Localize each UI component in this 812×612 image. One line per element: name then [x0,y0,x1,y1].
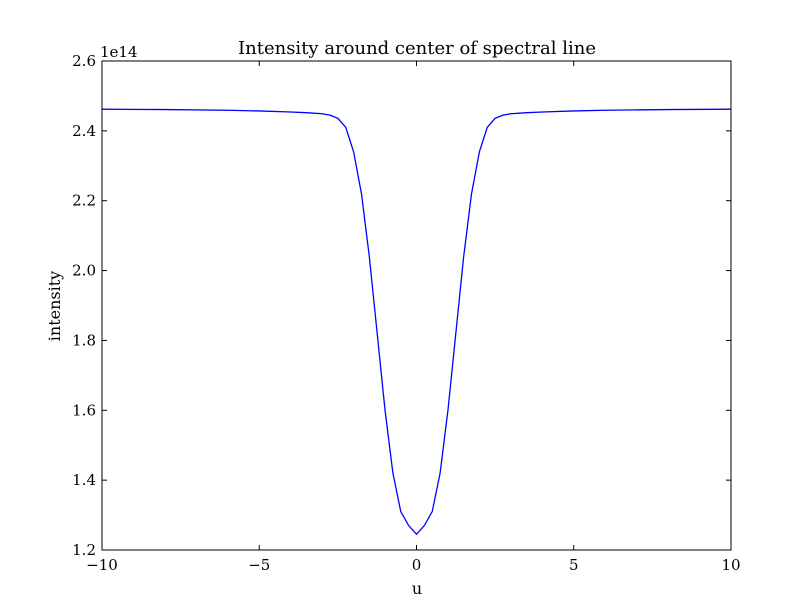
x-tick-label: −5 [248,556,270,574]
y-tick-label: 1.8 [72,331,96,349]
x-axis: −10 −5 0 5 10 [86,61,741,574]
y-tick-label: 2.0 [72,262,96,280]
x-axis-label: u [412,579,422,598]
series-line [101,108,732,536]
y-tick-label: 2.2 [72,192,96,210]
x-tick-label: −10 [86,556,118,574]
x-tick-label: 5 [569,556,579,574]
y-tick-label: 1.4 [72,471,96,489]
y-tick-label: 2.6 [72,52,96,70]
chart-title: Intensity around center of spectral line [238,38,596,59]
y-tick-label: 1.2 [72,541,96,559]
y-offset-label: 1e14 [100,43,138,61]
x-tick-label: 0 [412,556,422,574]
y-axis-label: intensity [45,271,64,341]
y-axis: 1.2 1.4 1.6 1.8 2.0 2.2 2.4 2.6 [72,52,731,559]
y-tick-label: 1.6 [72,401,96,419]
x-tick-label: 10 [721,556,740,574]
plot-frame [101,60,732,551]
y-tick-label: 2.4 [72,122,96,140]
plot-area [101,60,732,551]
